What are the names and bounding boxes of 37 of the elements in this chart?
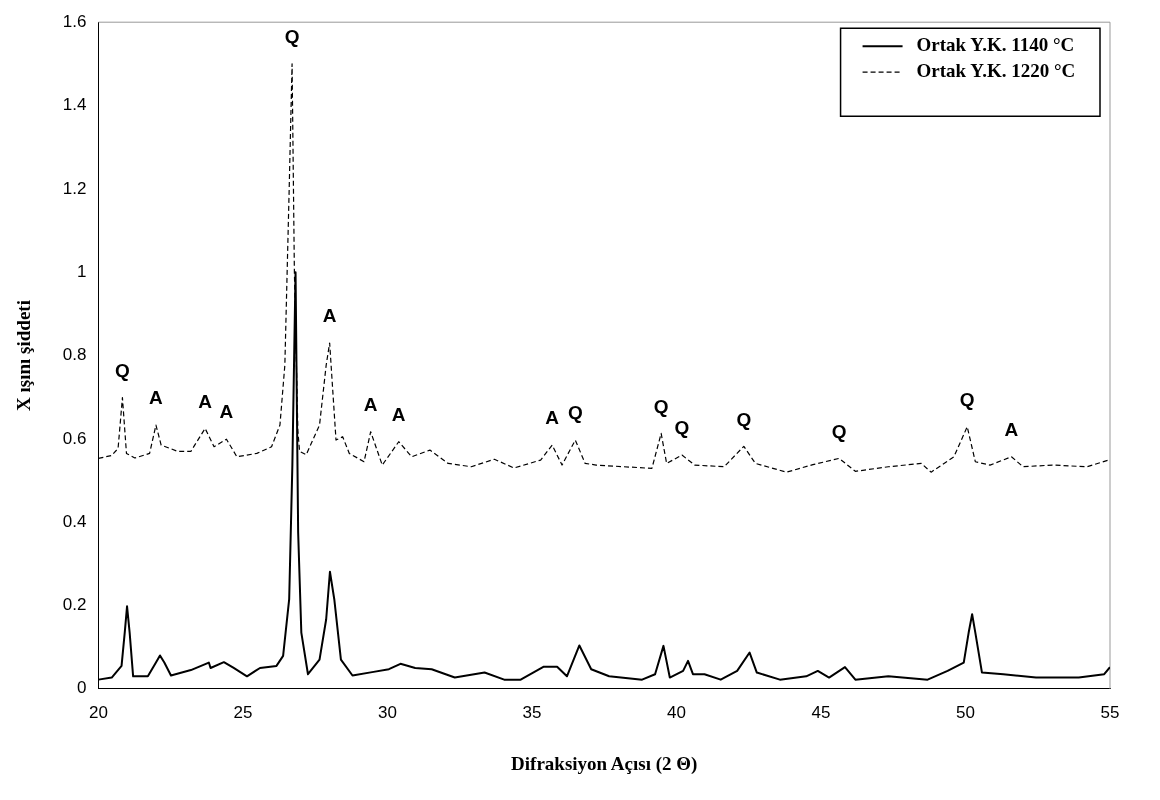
annotation: Q: [959, 388, 975, 410]
x-tick-label: 40: [667, 702, 686, 722]
x-tick-label: 20: [88, 702, 108, 722]
annotation: Q: [284, 26, 300, 48]
annotation: Q: [567, 402, 583, 424]
y-tick-label: 1.4: [62, 95, 87, 115]
x-tick-label: 55: [1100, 702, 1120, 722]
annotation: A: [363, 393, 378, 415]
annotation: Q: [831, 420, 847, 442]
x-tick-label: 50: [956, 702, 975, 722]
y-tick-label: 1.6: [62, 11, 87, 31]
annotation: Q: [674, 417, 690, 439]
annotation: A: [545, 407, 560, 429]
annotation: A: [198, 390, 213, 412]
annotation: A: [219, 401, 234, 423]
annotation: A: [391, 403, 406, 425]
annotation: A: [322, 305, 337, 327]
y-tick-label: 0.4: [62, 511, 87, 531]
y-tick-label: 0.6: [62, 428, 87, 448]
x-axis-title: Difraksiyon Açısı (2 Θ): [511, 752, 698, 775]
y-tick-label: 1.2: [62, 178, 87, 198]
annotation: Q: [736, 408, 752, 430]
y-tick-label: 0.8: [62, 345, 87, 365]
legend-label: Ortak Y.K. 1220 °C: [916, 60, 1076, 82]
y-tick-label: 0: [76, 678, 87, 698]
annotation: Q: [115, 359, 130, 381]
y-tick-label: 0.2: [62, 595, 87, 615]
annotation: A: [1004, 418, 1019, 440]
x-tick-label: 35: [522, 702, 542, 722]
x-tick-label: 25: [233, 702, 253, 722]
y-tick-label: 1: [76, 261, 87, 281]
x-tick-label: 45: [811, 702, 831, 722]
legend-label: Ortak Y.K. 1140 °C: [916, 34, 1075, 56]
y-axis-title: X ışını şiddeti: [13, 300, 35, 411]
annotation: Q: [653, 395, 669, 417]
x-tick-label: 30: [377, 702, 397, 722]
annotation: A: [149, 387, 164, 409]
